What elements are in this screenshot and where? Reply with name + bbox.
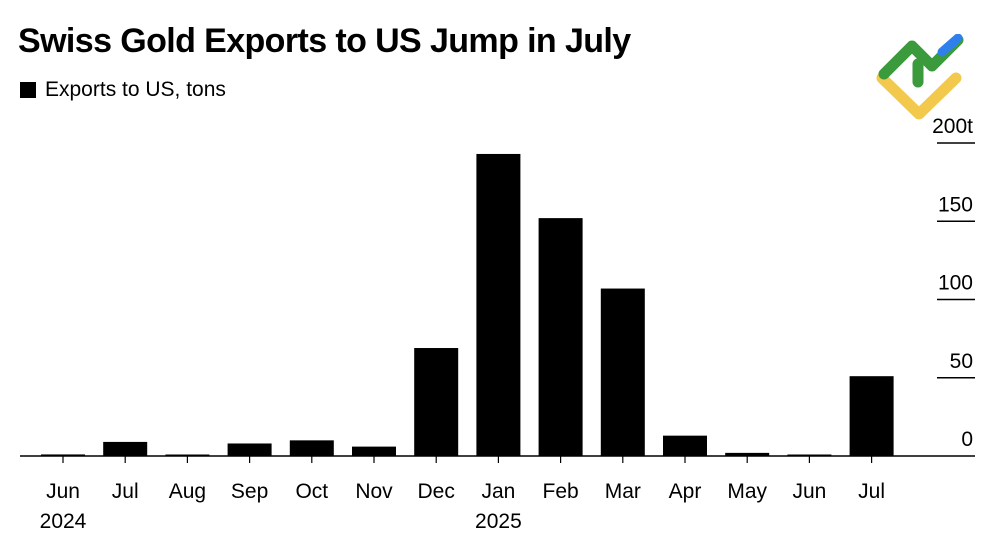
bar	[663, 435, 707, 456]
x-year-label: 2025	[475, 510, 522, 533]
bar	[725, 452, 770, 456]
x-year-label: 2024	[40, 510, 87, 533]
y-tick-label: 200t	[932, 115, 973, 138]
bar	[849, 376, 894, 456]
legend-label: Exports to US, tons	[45, 78, 226, 101]
logo-yellow-stroke	[876, 72, 962, 120]
bar	[476, 153, 521, 456]
x-tick-label: Jun	[46, 480, 80, 503]
legend: Exports to US, tons	[20, 78, 226, 102]
x-tick-label: Jan	[481, 480, 515, 503]
bar	[41, 454, 85, 456]
bar	[103, 441, 148, 456]
chart-title: Swiss Gold Exports to US Jump in July	[18, 22, 631, 60]
x-tick-label: Aug	[169, 480, 206, 503]
x-tick-label: Sep	[231, 480, 268, 503]
bar	[600, 288, 645, 456]
logo-blue-stroke	[937, 34, 963, 57]
x-tick-label: Jul	[858, 480, 885, 503]
x-tick-label: Oct	[295, 480, 328, 503]
brand-logo-icon	[876, 34, 964, 120]
x-tick-label: May	[727, 480, 767, 503]
bar	[289, 440, 334, 456]
y-tick-label: 150	[938, 193, 973, 216]
x-tick-label: Mar	[605, 480, 641, 503]
x-tick-label: Apr	[669, 480, 702, 503]
bar	[352, 446, 396, 456]
x-tick-label: Nov	[355, 480, 393, 503]
y-tick-label: 100	[938, 272, 973, 295]
bar	[227, 443, 272, 456]
x-tick-label: Jun	[792, 480, 826, 503]
y-tick-label: 50	[950, 350, 973, 373]
y-tick-label: 0	[961, 428, 973, 451]
bar	[538, 218, 583, 456]
legend-swatch	[20, 82, 36, 98]
x-tick-label: Feb	[543, 480, 579, 503]
x-tick-label: Dec	[418, 480, 455, 503]
bar	[414, 348, 459, 456]
x-tick-label: Jul	[112, 480, 139, 503]
